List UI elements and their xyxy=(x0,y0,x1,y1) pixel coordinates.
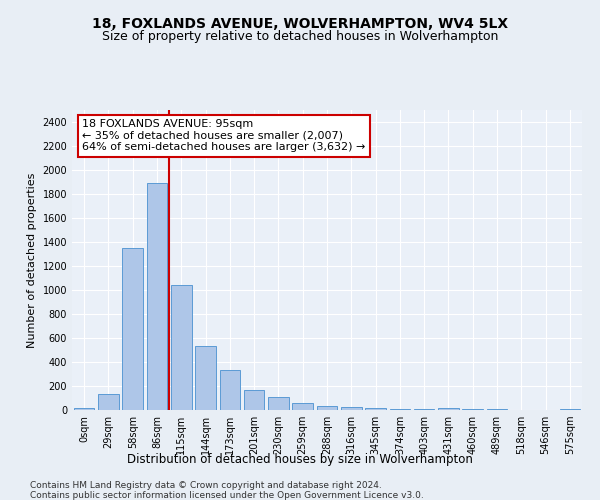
Bar xyxy=(365,408,386,410)
Bar xyxy=(220,370,240,410)
Bar xyxy=(74,408,94,410)
Bar xyxy=(244,390,265,410)
Bar xyxy=(171,285,191,410)
Y-axis label: Number of detached properties: Number of detached properties xyxy=(27,172,37,348)
Bar xyxy=(341,407,362,410)
Bar xyxy=(146,183,167,410)
Bar xyxy=(268,397,289,410)
Text: Contains public sector information licensed under the Open Government Licence v3: Contains public sector information licen… xyxy=(30,491,424,500)
Text: 18 FOXLANDS AVENUE: 95sqm
← 35% of detached houses are smaller (2,007)
64% of se: 18 FOXLANDS AVENUE: 95sqm ← 35% of detac… xyxy=(82,119,365,152)
Bar xyxy=(122,248,143,410)
Text: Distribution of detached houses by size in Wolverhampton: Distribution of detached houses by size … xyxy=(127,452,473,466)
Bar xyxy=(560,409,580,410)
Bar xyxy=(438,408,459,410)
Text: Size of property relative to detached houses in Wolverhampton: Size of property relative to detached ho… xyxy=(102,30,498,43)
Text: Contains HM Land Registry data © Crown copyright and database right 2024.: Contains HM Land Registry data © Crown c… xyxy=(30,481,382,490)
Bar xyxy=(195,346,216,410)
Text: 18, FOXLANDS AVENUE, WOLVERHAMPTON, WV4 5LX: 18, FOXLANDS AVENUE, WOLVERHAMPTON, WV4 … xyxy=(92,18,508,32)
Bar xyxy=(389,409,410,410)
Bar xyxy=(98,394,119,410)
Bar xyxy=(317,406,337,410)
Bar xyxy=(292,403,313,410)
